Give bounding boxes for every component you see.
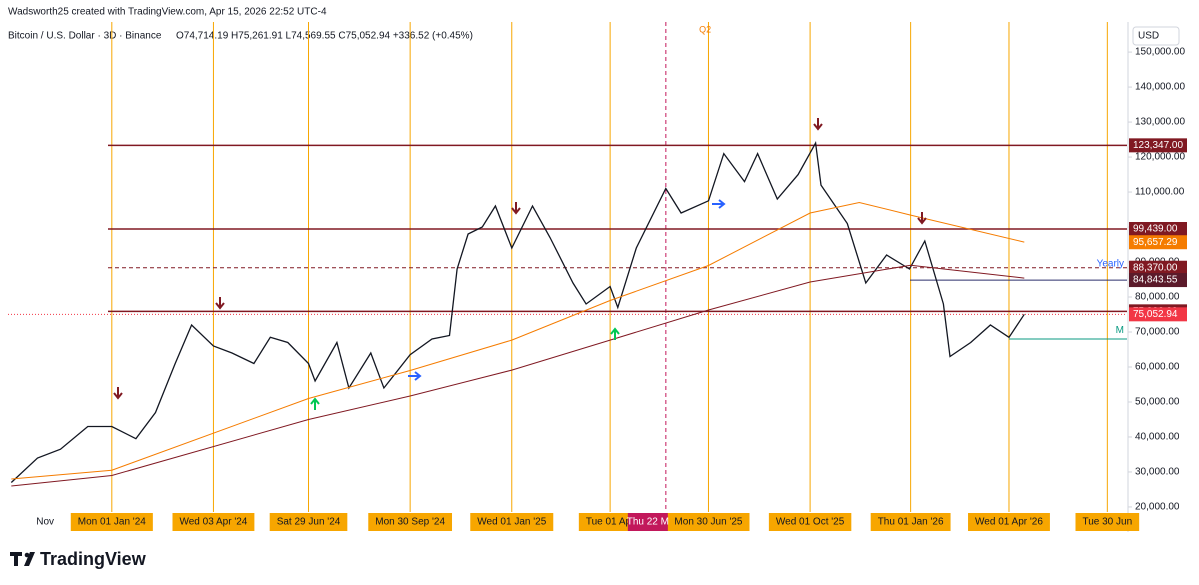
brand: TradingView (40, 549, 147, 569)
level-label-box (1129, 273, 1187, 288)
credit: Wadsworth25 created with TradingView.com… (8, 7, 327, 18)
annotation: Yearly (1097, 258, 1124, 269)
quarter-label: Q2 (699, 24, 711, 34)
symbol: Bitcoin / U.S. Dollar · 3D · Binance (8, 31, 162, 42)
level-label-box (1129, 307, 1187, 322)
x-tick-label: Thu 01 Jan '26 (878, 517, 944, 528)
x-tick-label: Mon 30 Sep '24 (375, 517, 445, 528)
y-tick-label: 60,000.00 (1135, 362, 1180, 373)
level-label: 88,370.00 (1133, 262, 1178, 273)
level-label: 95,657.29 (1133, 237, 1178, 248)
ohlc: O74,714.19 H75,261.91 L74,569.55 C75,052… (176, 31, 473, 42)
x-tick-label: Tue 30 Jun (1082, 517, 1132, 528)
x-label-box (470, 513, 554, 531)
y-tick-label: 140,000.00 (1135, 82, 1185, 93)
y-tick-label: 130,000.00 (1135, 117, 1185, 128)
y-tick-label: 50,000.00 (1135, 397, 1180, 408)
x-label-box (1075, 513, 1140, 531)
x-label-box (70, 513, 153, 531)
x-tick-label: Wed 01 Jan '25 (477, 517, 546, 528)
x-tick-label: Mon 30 Jun '25 (674, 517, 743, 528)
price-line (11, 264, 1025, 487)
marker-label: Thu 22 M (627, 517, 669, 528)
level-label: 99,439.00 (1133, 224, 1178, 235)
x-tick-label: Wed 01 Apr '26 (975, 517, 1043, 528)
marker-box (627, 513, 668, 531)
level-label: 123,347.00 (1133, 140, 1183, 151)
level-label-box (1129, 138, 1187, 153)
x-tick-label: Sat 29 Jun '24 (277, 517, 341, 528)
x-label-box (968, 513, 1050, 531)
y-tick-label: 150,000.00 (1135, 47, 1185, 58)
level-label-box (1129, 260, 1187, 275)
price-line (10, 141, 1025, 483)
y-tick-label: 120,000.00 (1135, 152, 1185, 163)
currency: USD (1138, 31, 1159, 42)
level-label: 84,843.55 (1133, 275, 1178, 286)
level-label: 75,052.94 (1133, 309, 1178, 320)
x-label-box (667, 513, 750, 531)
y-tick-label: 30,000.00 (1135, 467, 1180, 478)
level-label-box (1129, 222, 1187, 237)
price-line (11, 201, 1025, 480)
x-tick-label: Mon 01 Jan '24 (78, 517, 147, 528)
level-label-box (1129, 235, 1187, 250)
x-tick-label: Wed 03 Apr '24 (179, 517, 247, 528)
arrows (113, 118, 927, 410)
x-label-box (172, 513, 255, 531)
x-label-box (870, 513, 951, 531)
currency-box[interactable] (1132, 26, 1180, 46)
x-label-box (269, 513, 348, 531)
y-tick-label: 40,000.00 (1135, 432, 1180, 443)
annotation: M (1116, 325, 1124, 336)
x-tick-label: Wed 01 Oct '25 (776, 517, 845, 528)
x-label-box (368, 513, 453, 531)
x-tick-label: Nov (36, 517, 54, 528)
logo: TradingView (10, 549, 147, 569)
y-tick-label: 80,000.00 (1135, 292, 1180, 303)
y-tick-label: 70,000.00 (1135, 327, 1180, 338)
x-label-box (768, 513, 852, 531)
y-tick-label: 110,000.00 (1135, 187, 1185, 198)
x-tick-label: Tue 01 Apr (586, 517, 635, 528)
y-tick-label: 20,000.00 (1135, 502, 1180, 513)
x-label-box (578, 513, 642, 531)
